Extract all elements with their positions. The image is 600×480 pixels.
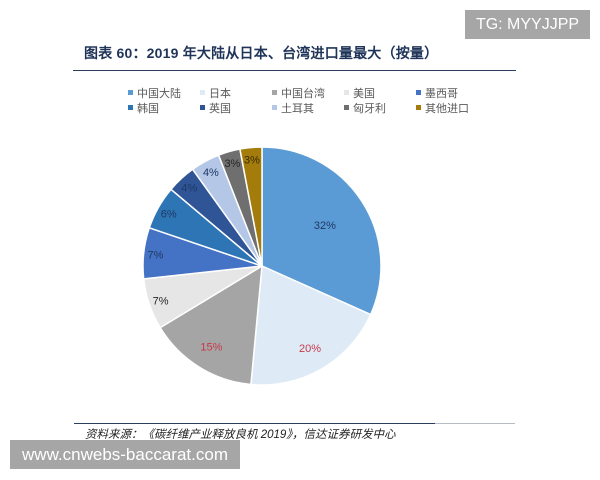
legend-item: 日本: [200, 85, 272, 100]
legend-label: 日本: [209, 87, 231, 100]
legend-item: 韩国: [128, 100, 200, 115]
legend-swatch-icon: [416, 90, 421, 95]
legend-label: 中国大陆: [137, 87, 181, 100]
legend-item: 中国台湾: [272, 85, 344, 100]
pie-slice-label: 7%: [148, 249, 164, 261]
legend-label: 美国: [353, 87, 375, 100]
legend-swatch-icon: [128, 90, 133, 95]
watermark-tg: TG: MYYJJPP: [465, 10, 590, 39]
pie-slice-label: 20%: [299, 343, 321, 355]
pie-slice-label: 3%: [244, 154, 260, 166]
pie-slice: [159, 265, 263, 386]
legend-item: 美国: [344, 85, 416, 100]
legend-label: 匈牙利: [353, 102, 386, 115]
legend-swatch-icon: [272, 90, 277, 95]
legend-item: 土耳其: [272, 100, 344, 115]
pie-slice: [261, 146, 382, 316]
chart-legend: 中国大陆 日本 中国台湾 美国 墨西哥韩国 英国 土耳其 匈牙利 其他进口: [128, 85, 488, 115]
legend-swatch-icon: [200, 90, 205, 95]
legend-swatch-icon: [128, 105, 133, 110]
pie-slice-label: 7%: [153, 295, 169, 307]
legend-swatch-icon: [272, 105, 277, 110]
source-divider-fade: [435, 423, 515, 424]
legend-label: 韩国: [137, 102, 159, 115]
watermark-site: www.cnwebs-baccarat.com: [10, 440, 240, 469]
legend-label: 墨西哥: [425, 87, 458, 100]
pie-slice-label: 32%: [314, 220, 336, 232]
legend-item: 中国大陆: [128, 85, 200, 100]
legend-item: 墨西哥: [416, 85, 488, 100]
title-divider: [73, 70, 516, 71]
pie-slice-label: 4%: [203, 167, 219, 179]
legend-swatch-icon: [344, 105, 349, 110]
source-note: 资料来源：《碳纤维产业释放良机 2019》，信达证券研发中心: [85, 429, 396, 441]
chart-title: 图表 60：2019 年大陆从日本、台湾进口量最大（按量）: [84, 45, 439, 61]
legend-label: 土耳其: [281, 102, 314, 115]
pie-slice: [250, 265, 372, 386]
legend-label: 中国台湾: [281, 87, 325, 100]
source-divider: [74, 423, 435, 424]
pie-slice-label: 3%: [224, 158, 240, 170]
legend-item: 匈牙利: [344, 100, 416, 115]
legend-swatch-icon: [344, 90, 349, 95]
pie-slice-label: 15%: [200, 342, 222, 354]
pie-slice-label: 6%: [161, 208, 177, 220]
pie-slice-label: 4%: [181, 182, 197, 194]
legend-swatch-icon: [416, 105, 421, 110]
legend-swatch-icon: [200, 105, 205, 110]
pie-slice: [239, 146, 263, 267]
legend-label: 其他进口: [425, 102, 469, 115]
legend-item: 英国: [200, 100, 272, 115]
legend-label: 英国: [209, 102, 231, 115]
legend-item: 其他进口: [416, 100, 488, 115]
